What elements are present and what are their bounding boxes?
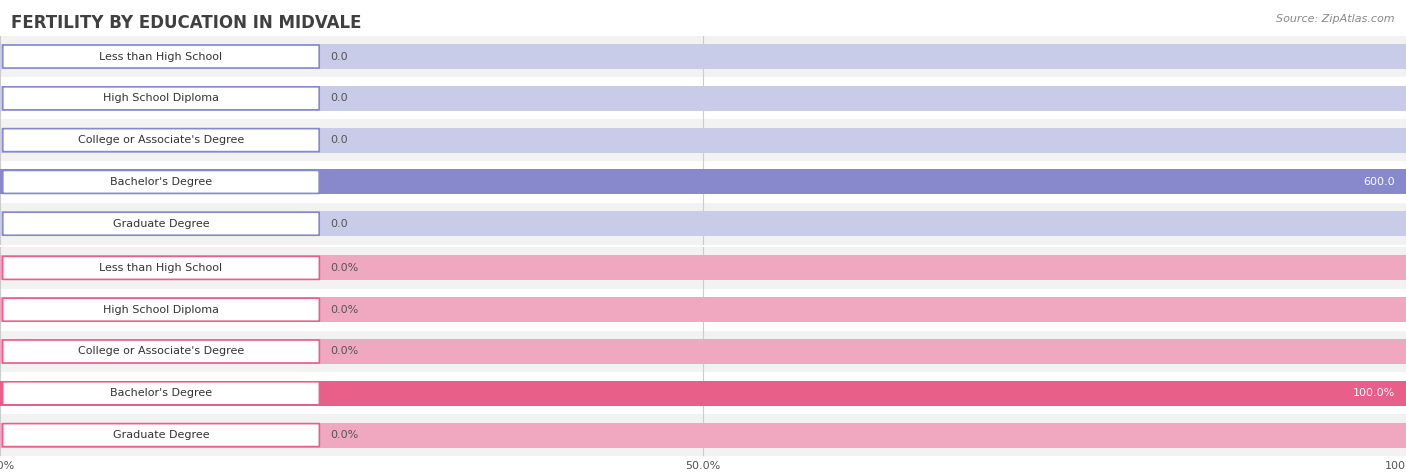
Bar	[0, 256, 1406, 280]
FancyBboxPatch shape	[3, 424, 319, 446]
Text: Graduate Degree: Graduate Degree	[112, 218, 209, 229]
Bar	[0, 86, 1406, 111]
FancyBboxPatch shape	[3, 129, 319, 152]
Text: Less than High School: Less than High School	[100, 51, 222, 62]
Bar	[0, 297, 1406, 322]
Text: 600.0: 600.0	[1364, 177, 1395, 187]
FancyBboxPatch shape	[3, 298, 319, 321]
Bar	[0, 36, 1406, 77]
Bar	[0, 44, 1406, 69]
Bar	[0, 211, 1406, 236]
Bar	[0, 339, 1406, 364]
Text: 0.0%: 0.0%	[330, 263, 359, 273]
Text: 100.0%: 100.0%	[1353, 388, 1395, 399]
Bar	[0, 77, 1406, 119]
Bar	[0, 372, 1406, 414]
FancyBboxPatch shape	[3, 256, 319, 279]
Text: 0.0: 0.0	[330, 51, 349, 62]
Bar	[0, 381, 1406, 406]
Text: Bachelor's Degree: Bachelor's Degree	[110, 388, 212, 399]
Bar	[0, 203, 1406, 245]
Bar	[0, 170, 1406, 194]
Bar	[0, 423, 1406, 447]
Bar	[0, 128, 1406, 152]
FancyBboxPatch shape	[3, 45, 319, 68]
Text: High School Diploma: High School Diploma	[103, 304, 219, 315]
Bar	[0, 381, 1406, 406]
Text: 0.0: 0.0	[330, 135, 349, 145]
Text: 0.0%: 0.0%	[330, 346, 359, 357]
Bar	[0, 170, 1406, 194]
Text: FERTILITY BY EDUCATION IN MIDVALE: FERTILITY BY EDUCATION IN MIDVALE	[11, 14, 361, 32]
Text: Bachelor's Degree: Bachelor's Degree	[110, 177, 212, 187]
FancyBboxPatch shape	[3, 87, 319, 110]
FancyBboxPatch shape	[3, 212, 319, 235]
Text: 0.0%: 0.0%	[330, 430, 359, 440]
FancyBboxPatch shape	[3, 340, 319, 363]
Text: 0.0: 0.0	[330, 218, 349, 229]
Bar	[0, 289, 1406, 331]
Text: College or Associate's Degree: College or Associate's Degree	[77, 135, 245, 145]
Text: Graduate Degree: Graduate Degree	[112, 430, 209, 440]
Bar	[0, 119, 1406, 161]
Text: College or Associate's Degree: College or Associate's Degree	[77, 346, 245, 357]
Text: 0.0%: 0.0%	[330, 304, 359, 315]
Bar	[0, 161, 1406, 203]
FancyBboxPatch shape	[3, 171, 319, 193]
Text: Less than High School: Less than High School	[100, 263, 222, 273]
Text: High School Diploma: High School Diploma	[103, 93, 219, 104]
FancyBboxPatch shape	[3, 382, 319, 405]
Bar	[0, 331, 1406, 372]
Text: Source: ZipAtlas.com: Source: ZipAtlas.com	[1277, 14, 1395, 24]
Bar	[0, 247, 1406, 289]
Text: 0.0: 0.0	[330, 93, 349, 104]
Bar	[0, 414, 1406, 456]
